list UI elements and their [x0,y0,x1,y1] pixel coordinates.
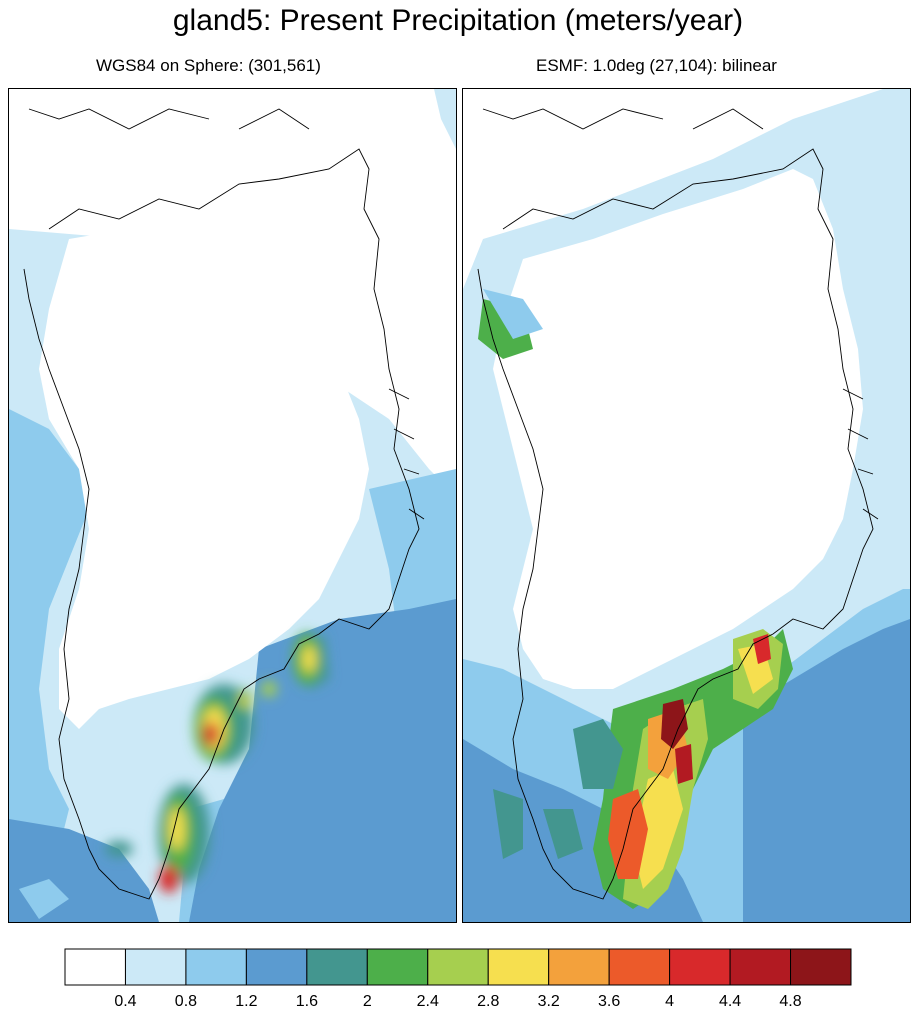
left-coastline [23,108,425,900]
colorbar-box [487,948,550,986]
colorbar-tick-label: 0.4 [114,993,137,1010]
colorbar-box [427,948,489,986]
colorbar-box [124,948,187,986]
left-precip-field [9,89,456,922]
colorbar-tick-label: 2.4 [416,993,439,1010]
right-coastline [477,108,879,900]
colorbar-tick-label: 3.6 [598,993,621,1010]
colorbar-box [669,948,731,986]
colorbar-tick-label: 2 [362,993,372,1010]
colorbar-box [608,948,671,986]
right-panel-subtitle: ESMF: 1.0deg (27,104): bilinear [536,56,777,75]
colorbar-box [185,948,247,986]
colorbar-tick-label: 1.6 [295,993,318,1010]
colorbar-tick-label: 4.8 [779,993,802,1010]
colorbar-tick-label: 4.4 [718,993,742,1010]
colorbar-box [548,948,610,986]
colorbar-box [64,948,126,986]
colorbar-box [729,948,792,986]
colorbar-tick-labels: 0.4 0.8 1.2 1.6 2 2.4 2.8 3.2 3.6 4 4.4 4.8 [0,992,916,1014]
plot-title: gland5: Present Precipitation (meters/ye… [172,4,744,37]
colorbar-svg [64,948,852,986]
colorbar [64,948,854,991]
colorbar-box [245,948,308,986]
left-map-panel [8,88,457,923]
right-map-svg [463,89,910,922]
right-map-panel [462,88,911,923]
colorbar-tick-label: 4 [665,993,675,1010]
colorbar-box [306,948,368,986]
colorbar-box [790,948,852,986]
colorbar-box [366,948,429,986]
left-map-svg [9,89,456,922]
colorbar-tick-label: 1.2 [235,993,258,1010]
left-panel-subtitle: WGS84 on Sphere: (301,561) [96,56,321,75]
colorbar-tick-label: 0.8 [174,993,198,1010]
colorbar-tick-label: 2.8 [477,993,500,1010]
colorbar-tick-label: 3.2 [537,993,560,1010]
right-precip-field [463,89,910,922]
